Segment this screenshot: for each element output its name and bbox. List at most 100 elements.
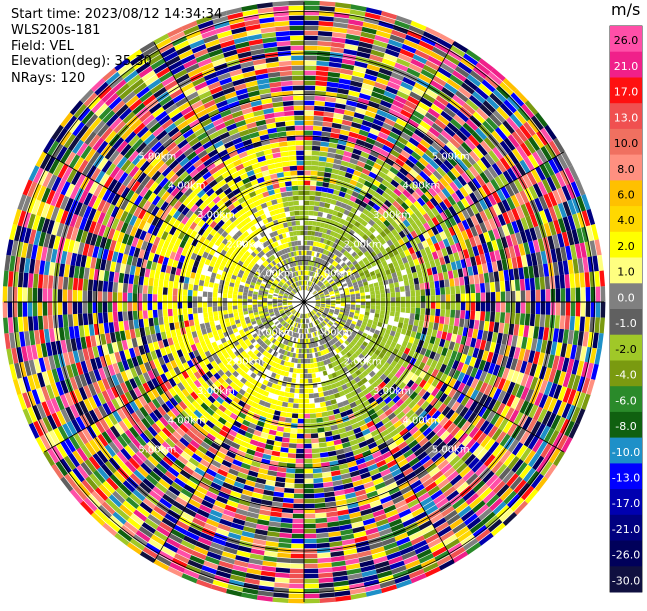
- velocity-gate: [385, 86, 399, 95]
- velocity-gate: [318, 206, 324, 212]
- velocity-gate: [330, 550, 345, 557]
- velocity-gate: [395, 140, 406, 150]
- velocity-gate: [376, 226, 384, 234]
- velocity-gate: [343, 150, 353, 158]
- velocity-gate: [269, 516, 282, 523]
- velocity-gate: [484, 153, 496, 166]
- velocity-gate: [515, 302, 521, 314]
- velocity-gate: [326, 315, 332, 320]
- velocity-gate: [345, 297, 351, 300]
- velocity-gate: [326, 229, 332, 235]
- velocity-gate: [404, 285, 410, 292]
- velocity-gate: [569, 273, 575, 288]
- velocity-gate: [479, 222, 488, 234]
- velocity-gate: [325, 197, 332, 204]
- velocity-gate: [311, 443, 320, 449]
- velocity-gate: [435, 302, 441, 310]
- velocity-gate: [414, 368, 423, 377]
- velocity-gate: [579, 272, 585, 288]
- velocity-gate: [304, 80, 316, 86]
- velocity-gate: [566, 230, 575, 246]
- velocity-gate: [406, 67, 421, 78]
- velocity-gate: [312, 221, 317, 226]
- velocity-gate: [308, 286, 311, 291]
- velocity-gate: [247, 304, 253, 308]
- velocity-gate: [424, 349, 432, 358]
- velocity-gate: [575, 179, 586, 196]
- velocity-gate: [500, 186, 511, 199]
- velocity-gate: [367, 247, 374, 254]
- velocity-gate: [465, 153, 477, 166]
- velocity-gate: [479, 171, 490, 184]
- velocity-gate: [486, 262, 493, 273]
- velocity-gate: [360, 324, 366, 329]
- velocity-gate: [570, 244, 577, 260]
- velocity-gate: [478, 320, 485, 331]
- velocity-gate: [317, 387, 323, 393]
- velocity-gate: [436, 249, 444, 259]
- velocity-gate: [535, 251, 543, 265]
- velocity-gate: [332, 254, 338, 260]
- velocity-gate: [202, 307, 208, 313]
- velocity-gate: [339, 218, 346, 225]
- velocity-gate: [434, 315, 440, 324]
- velocity-gate: [57, 314, 64, 328]
- velocity-gate: [433, 99, 446, 111]
- velocity-gate: [420, 289, 426, 296]
- velocity-gate: [354, 312, 360, 317]
- velocity-gate: [343, 109, 355, 117]
- velocity-gate: [304, 453, 313, 459]
- velocity-gate: [307, 363, 311, 369]
- velocity-gate: [429, 336, 436, 345]
- velocity-gate: [559, 274, 565, 289]
- velocity-gate: [470, 310, 476, 320]
- velocity-gate: [495, 160, 507, 173]
- velocity-gate: [162, 309, 168, 317]
- velocity-gate: [375, 294, 381, 299]
- velocity-gate: [331, 236, 337, 243]
- velocity-gate: [360, 263, 366, 269]
- velocity-gate: [494, 415, 505, 428]
- velocity-gate: [72, 313, 79, 327]
- velocity-gate: [447, 270, 454, 279]
- velocity-gate: [291, 357, 296, 363]
- velocity-gate: [502, 211, 511, 225]
- velocity-gate: [513, 178, 524, 193]
- velocity-gate: [407, 194, 417, 204]
- velocity-gate: [584, 272, 590, 288]
- velocity-gate: [327, 224, 334, 231]
- velocity-gate: [360, 302, 366, 306]
- velocity-gate: [400, 296, 406, 302]
- velocity-gate: [267, 531, 280, 538]
- velocity-gate: [528, 240, 536, 254]
- velocity-gate: [337, 88, 349, 95]
- velocity-gate: [327, 521, 340, 528]
- velocity-gate: [370, 49, 385, 58]
- velocity-gate: [457, 372, 466, 383]
- velocity-gate: [322, 272, 327, 278]
- velocity-gate: [323, 312, 328, 316]
- velocity-gate: [492, 228, 501, 240]
- velocity-gate: [402, 274, 409, 281]
- velocity-gate: [543, 193, 553, 209]
- velocity-gate: [340, 160, 350, 167]
- velocity-gate: [460, 293, 466, 302]
- velocity-gate: [349, 273, 355, 279]
- velocity-gate: [308, 210, 314, 216]
- velocity-gate: [513, 324, 520, 336]
- velocity-gate: [307, 225, 312, 231]
- velocity-gate: [306, 245, 310, 251]
- velocity-gate: [327, 147, 337, 154]
- velocity-gate: [402, 219, 411, 228]
- velocity-gate: [427, 219, 436, 229]
- velocity-gate: [515, 398, 525, 412]
- velocity-gate: [168, 315, 174, 324]
- velocity-gate: [366, 276, 372, 282]
- velocity-gate: [390, 297, 396, 302]
- velocity-gate: [375, 158, 385, 166]
- velocity-gate: [528, 325, 535, 339]
- velocity-gate: [553, 384, 563, 400]
- velocity-gate: [533, 265, 540, 278]
- velocity-gate: [562, 387, 572, 403]
